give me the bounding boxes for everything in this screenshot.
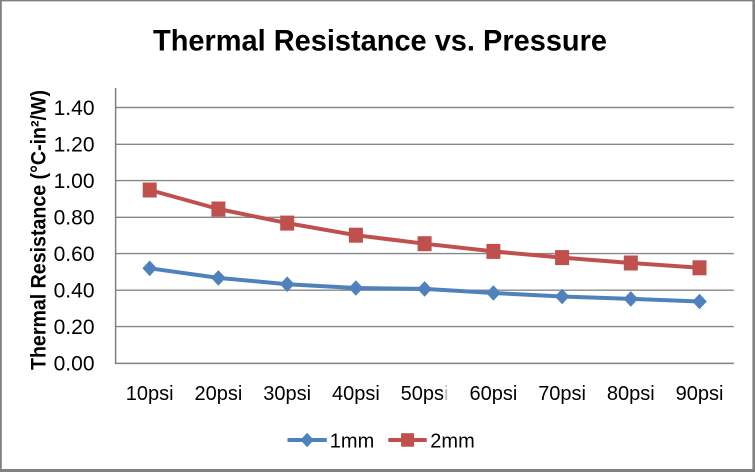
svg-text:20psi: 20psi (194, 383, 242, 405)
svg-text:10psi: 10psi (126, 383, 174, 405)
svg-text:70psi: 70psi (538, 383, 586, 405)
svg-text:50psi: 50psi (401, 383, 449, 405)
svg-text:40psi: 40psi (332, 383, 380, 405)
svg-text:Thermal Resistance vs. Pressur: Thermal Resistance vs. Pressure (153, 25, 607, 58)
svg-text:2mm: 2mm (430, 430, 474, 452)
svg-text:60psi: 60psi (469, 383, 517, 405)
svg-text:1.00: 1.00 (54, 170, 95, 193)
svg-text:0.80: 0.80 (54, 206, 95, 229)
svg-text:1.20: 1.20 (54, 133, 95, 156)
svg-text:90psi: 90psi (676, 383, 724, 405)
svg-text:Thermal Resistance (°C-in²/W): Thermal Resistance (°C-in²/W) (28, 90, 51, 370)
svg-text:0.60: 0.60 (54, 243, 95, 266)
svg-text:0.40: 0.40 (54, 279, 95, 302)
svg-text:0.00: 0.00 (54, 352, 95, 375)
svg-text:80psi: 80psi (607, 383, 655, 405)
svg-text:0.20: 0.20 (54, 316, 95, 339)
svg-text:30psi: 30psi (263, 383, 311, 405)
svg-text:1mm: 1mm (330, 430, 374, 452)
svg-text:1.40: 1.40 (54, 97, 95, 120)
